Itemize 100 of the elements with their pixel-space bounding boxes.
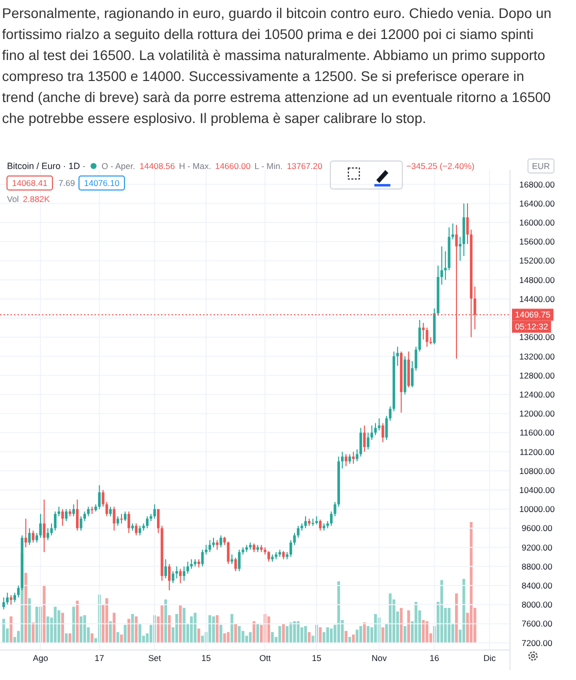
bar [72, 606, 76, 643]
candlestick [179, 568, 182, 584]
candlestick [370, 425, 374, 440]
candlestick [396, 346, 399, 366]
bar [120, 634, 123, 643]
candlestick [64, 508, 68, 522]
candlestick [216, 540, 218, 550]
bar [160, 605, 164, 643]
candlestick [116, 516, 120, 526]
candlestick [138, 525, 142, 536]
bar [194, 612, 196, 643]
x-tick-label: Set [148, 653, 162, 663]
candlestick [61, 508, 64, 526]
annotation: 14076.10 [84, 178, 120, 188]
annotation: 14068.41 [12, 178, 48, 188]
bar [61, 612, 64, 643]
x-tick-label: 15 [201, 653, 212, 663]
candlestick [153, 504, 156, 520]
candlestick [146, 516, 149, 529]
candlestick [90, 506, 94, 514]
candlestick [363, 425, 366, 452]
bar [293, 621, 296, 643]
bar [426, 621, 428, 643]
candlestick [175, 566, 178, 579]
candlestick [186, 561, 190, 574]
candlestick [13, 592, 16, 603]
x-tick-label: Dic [483, 653, 496, 663]
candlestick [164, 558, 167, 579]
y-tick-label: 10000.00 [519, 504, 555, 514]
y-tick-label: 13200.00 [519, 351, 555, 362]
bar [455, 593, 458, 643]
candlestick [267, 550, 270, 562]
candlestick [359, 427, 362, 458]
bar [90, 633, 94, 643]
candlestick [341, 451, 344, 470]
y-tick-label: 8800.00 [522, 561, 553, 572]
bar [282, 624, 285, 643]
candlestick [102, 490, 104, 508]
y-tick-label: 11200.00 [520, 446, 555, 457]
candlestick [208, 540, 212, 553]
candlestick [2, 596, 5, 610]
bar [344, 630, 348, 643]
candlestick [128, 510, 130, 534]
candlestick [382, 422, 384, 443]
candlestick [238, 549, 241, 572]
bar [190, 616, 193, 643]
bar [271, 632, 274, 643]
candlestick [172, 570, 174, 584]
candlestick [366, 432, 370, 450]
candlestick [352, 451, 355, 464]
candlestick [220, 534, 222, 548]
bar [404, 626, 406, 643]
bar [212, 616, 215, 643]
candlestick [290, 540, 292, 558]
candlestick [201, 549, 204, 567]
bar [131, 614, 134, 643]
annotation: Vol [7, 194, 19, 204]
candlestick [212, 537, 215, 548]
x-tick-label: Ott [259, 653, 272, 663]
text: 05:12:32 [515, 322, 548, 332]
bar [223, 633, 226, 643]
bar [32, 622, 35, 643]
candlestick [87, 506, 90, 517]
bar [10, 616, 12, 643]
bar [374, 614, 377, 643]
candlestick [76, 499, 79, 532]
y-tick-label: 14800.00 [519, 274, 555, 285]
candlestick [46, 528, 50, 541]
bar [58, 610, 60, 643]
annotation: O - Aper. [102, 161, 136, 171]
bar [414, 602, 418, 643]
candlestick [134, 522, 138, 536]
candlestick [444, 250, 447, 280]
candlestick [458, 236, 462, 262]
bar [286, 626, 289, 643]
y-tick-label: 12000.00 [519, 408, 555, 419]
bar [363, 622, 366, 643]
candlestick [6, 592, 9, 606]
y-tick-label: 8400.00 [522, 580, 553, 591]
y-tick-label: 16400.00 [519, 198, 555, 208]
annotation: 14660.00 [215, 161, 251, 171]
candlestick [72, 504, 75, 517]
candlestick [39, 513, 42, 538]
candlestick [312, 518, 314, 526]
candlestick [182, 566, 186, 582]
bar [178, 605, 182, 643]
x-tick-label: 17 [94, 653, 104, 663]
x-tick-label: Ago [32, 653, 48, 663]
bar [304, 626, 307, 643]
candlestick [226, 541, 230, 565]
bar [109, 621, 112, 643]
y-tick-label: 7600.00 [522, 618, 553, 629]
candlestick [42, 499, 46, 553]
candlestick [80, 516, 82, 532]
annotation: 14408.56 [140, 161, 176, 171]
bar [326, 627, 330, 643]
bar [356, 630, 358, 643]
bar [80, 616, 82, 643]
y-tick-label: 8000.00 [522, 600, 553, 610]
y-tick-label: 14400.00 [519, 294, 555, 304]
